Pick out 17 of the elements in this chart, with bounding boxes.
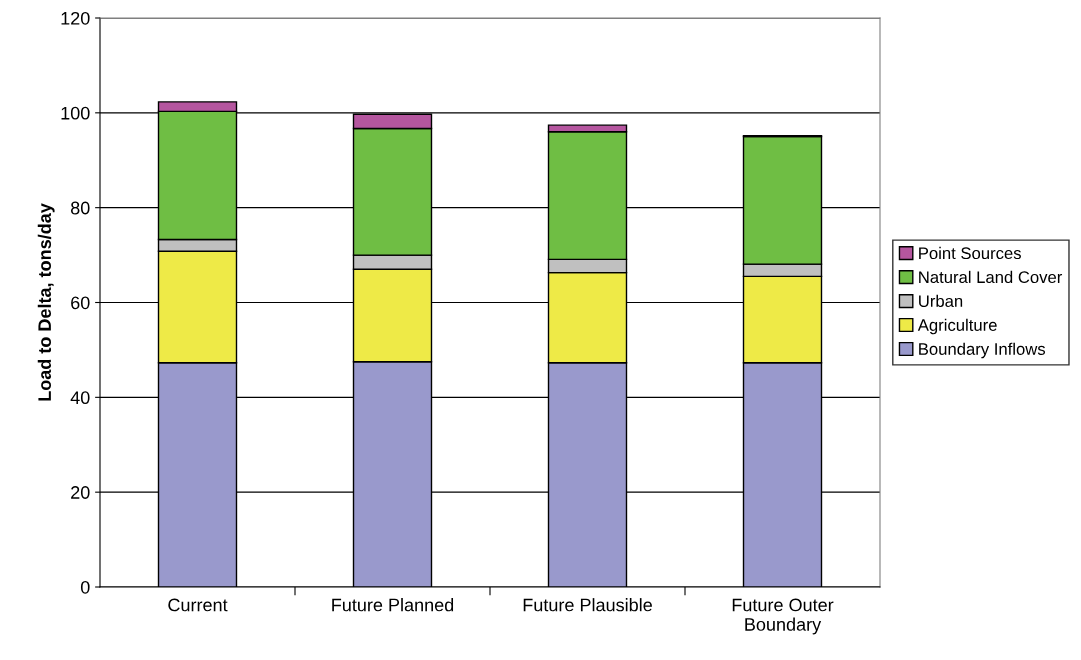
x-tick-label: Future Outer Boundary xyxy=(732,598,834,635)
x-tick-label: Future Plausible xyxy=(523,598,652,612)
y-tick-label: 20 xyxy=(71,486,90,499)
y-tick-label: 100 xyxy=(61,106,90,120)
y-axis-title: Load to Delta, tons/day xyxy=(37,203,55,401)
y-tick-label: 40 xyxy=(70,391,90,405)
y-tick-label: 80 xyxy=(70,201,90,215)
legend-label: Natural Land Cover xyxy=(919,270,1063,284)
legend-label: Point Sources xyxy=(919,246,1021,260)
legend-label: Boundary Inflows xyxy=(919,342,1046,359)
x-tick-label: Future Planned xyxy=(332,598,454,612)
legend-label: Urban xyxy=(919,294,963,308)
x-tick-label: Current xyxy=(168,598,228,612)
y-tick-label: 0 xyxy=(80,580,90,594)
y-tick-label: 120 xyxy=(61,11,90,25)
legend-label: Agriculture xyxy=(917,318,997,335)
y-tick-label: 60 xyxy=(71,296,90,310)
